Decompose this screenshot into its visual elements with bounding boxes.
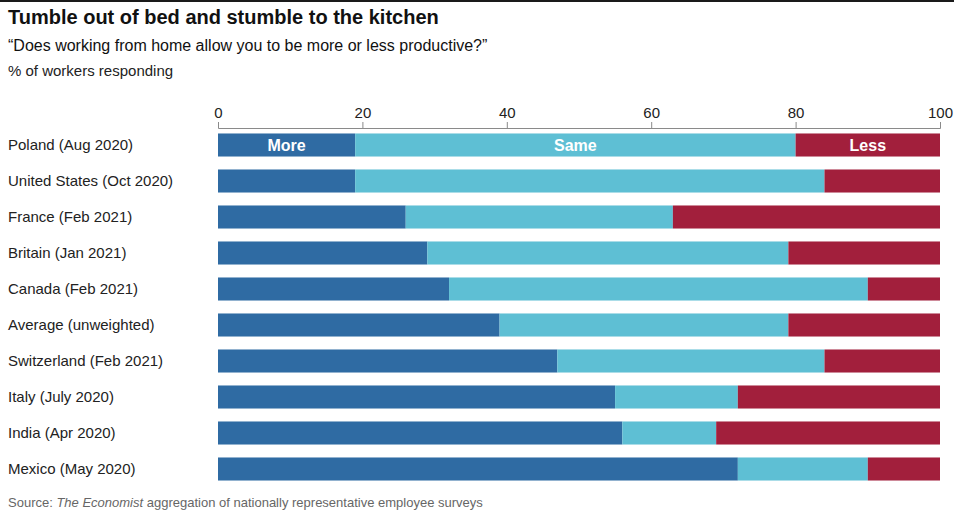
tick-label: 20 xyxy=(355,104,372,121)
bar xyxy=(868,277,940,300)
tick: 80 xyxy=(788,104,805,128)
category-label: Britain (Jan 2021) xyxy=(8,244,126,261)
tick: 20 xyxy=(355,104,372,128)
tick-mark xyxy=(796,122,797,128)
category-label: United States (Oct 2020) xyxy=(8,172,173,189)
bar xyxy=(218,205,406,228)
tick-label: 100 xyxy=(928,104,953,121)
series-labels: More Same Less xyxy=(267,137,886,154)
category-label: Poland (Aug 2020) xyxy=(8,136,133,153)
tick-mark xyxy=(507,122,508,128)
tick: 0 xyxy=(214,104,222,128)
category-label: Average (unweighted) xyxy=(8,316,154,333)
bar xyxy=(824,349,940,372)
bar xyxy=(355,169,824,192)
tick-label: 0 xyxy=(214,104,222,121)
tick-mark xyxy=(362,122,363,128)
source-part: The Economist xyxy=(56,495,144,510)
category-label: Italy (July 2020) xyxy=(8,388,114,405)
bar xyxy=(796,133,940,156)
bar xyxy=(218,313,500,336)
bar xyxy=(218,169,355,192)
series-label: Same xyxy=(554,137,597,154)
bar xyxy=(738,457,868,480)
source: Source: The Economist aggregation of nat… xyxy=(8,495,483,510)
bar xyxy=(615,385,738,408)
bar xyxy=(218,421,622,444)
bar xyxy=(622,421,716,444)
source-part: aggregation of nationally representative… xyxy=(143,495,483,510)
category-labels: Poland (Aug 2020) United States (Oct 2020… xyxy=(8,136,173,477)
tick-mark xyxy=(218,122,219,128)
category-label: Mexico (May 2020) xyxy=(8,460,136,477)
category-label: Canada (Feb 2021) xyxy=(8,280,138,297)
bar xyxy=(868,457,940,480)
x-axis: 0 20 40 60 80 100 xyxy=(214,104,953,129)
subtitle: “Does working from home allow you to be … xyxy=(8,37,487,54)
bar xyxy=(218,241,427,264)
bar xyxy=(449,277,868,300)
bar xyxy=(788,313,940,336)
tick-mark xyxy=(651,122,652,128)
bar xyxy=(218,133,355,156)
bar xyxy=(427,241,788,264)
bars xyxy=(218,133,940,480)
bar xyxy=(355,133,795,156)
bar xyxy=(218,277,449,300)
bar xyxy=(500,313,789,336)
series-label: More xyxy=(267,137,305,154)
bar xyxy=(673,205,940,228)
bar xyxy=(716,421,940,444)
bar xyxy=(788,241,940,264)
bar xyxy=(406,205,673,228)
category-label: India (Apr 2020) xyxy=(8,424,116,441)
axis-line xyxy=(219,122,941,129)
tick: 40 xyxy=(499,104,516,128)
chart: Tumble out of bed and stumble to the kit… xyxy=(0,0,954,516)
tick: 60 xyxy=(643,104,660,128)
bar xyxy=(218,349,557,372)
source-part: Source: xyxy=(8,495,56,510)
bar xyxy=(824,169,940,192)
category-label: Switzerland (Feb 2021) xyxy=(8,352,163,369)
tick-mark xyxy=(940,122,941,128)
tick-label: 80 xyxy=(788,104,805,121)
tick: 100 xyxy=(928,104,953,128)
top-rule xyxy=(0,0,954,2)
bar xyxy=(218,457,738,480)
title: Tumble out of bed and stumble to the kit… xyxy=(8,6,439,28)
bar xyxy=(738,385,940,408)
tick-label: 40 xyxy=(499,104,516,121)
category-label: France (Feb 2021) xyxy=(8,208,132,225)
bar xyxy=(218,385,615,408)
axis-label: % of workers responding xyxy=(8,62,173,79)
bar xyxy=(557,349,824,372)
tick-label: 60 xyxy=(643,104,660,121)
series-label: Less xyxy=(850,137,887,154)
